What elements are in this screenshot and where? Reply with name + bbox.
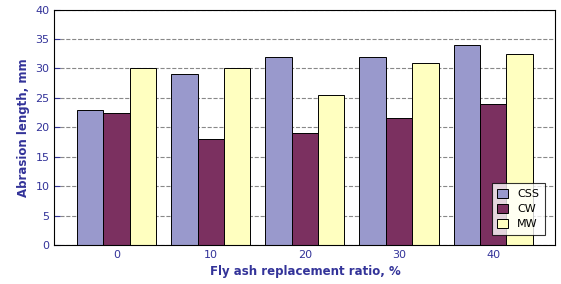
Bar [454,45,480,245]
Bar [130,68,156,245]
Bar [265,57,292,245]
Bar [224,68,250,245]
Y-axis label: Abrasion length, mm: Abrasion length, mm [17,58,30,197]
Legend: CSS, CW, MW: CSS, CW, MW [492,183,545,235]
X-axis label: Fly ash replacement ratio, %: Fly ash replacement ratio, % [209,266,400,278]
Bar [480,104,507,245]
Bar [360,57,386,245]
Bar [103,112,130,245]
Bar [77,110,103,245]
Bar [386,118,412,245]
Bar [507,54,532,245]
Bar [171,74,197,245]
Bar [197,139,224,245]
Bar [412,62,439,245]
Bar [318,95,344,245]
Bar [292,133,318,245]
